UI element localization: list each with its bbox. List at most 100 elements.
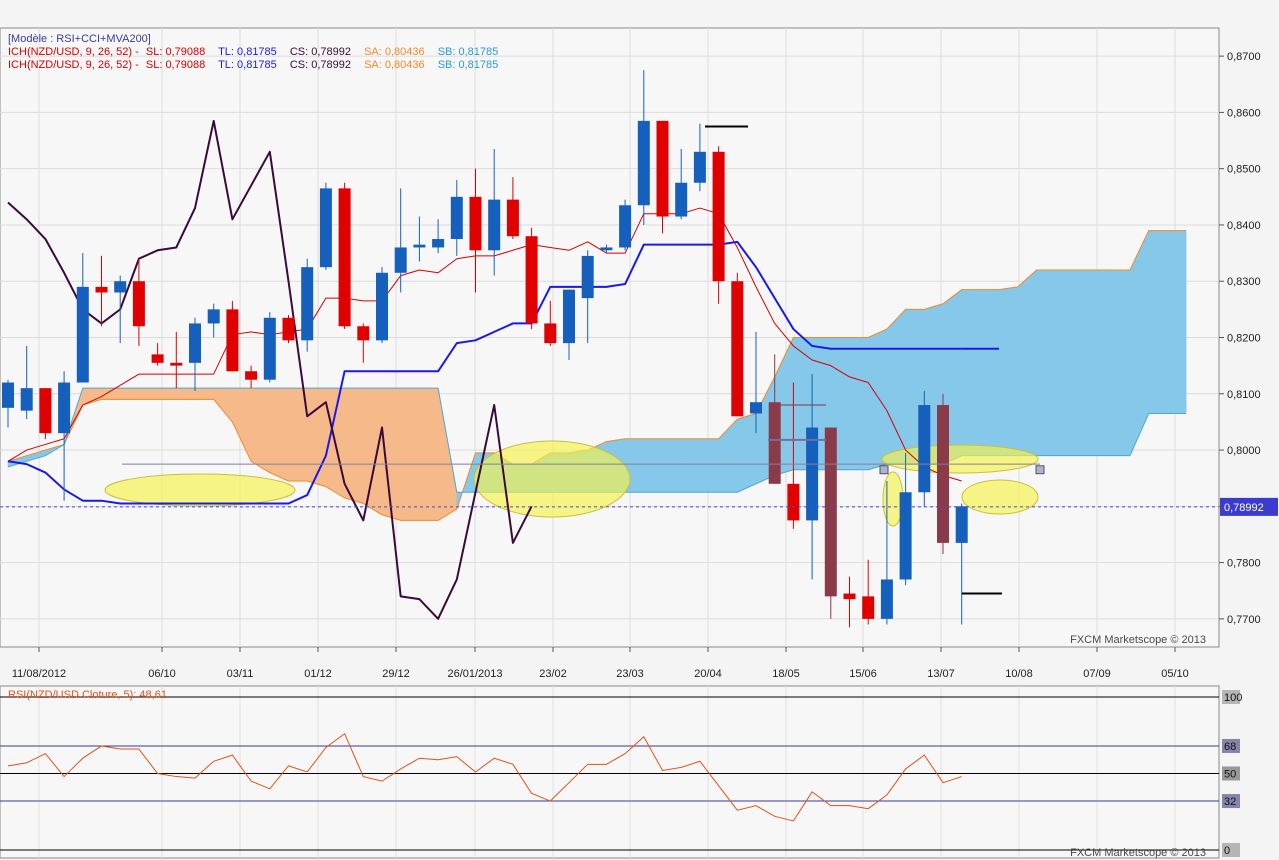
annotations <box>0 125 1219 595</box>
rsi-level-box <box>1222 843 1240 857</box>
candle-body <box>263 317 276 380</box>
watermark-rsi: FXCM Marketscope © 2013 <box>1070 847 1206 859</box>
candle-body <box>58 382 71 434</box>
candle-body <box>301 267 314 341</box>
cloud-segment <box>736 413 757 493</box>
cloud-segment <box>306 387 327 488</box>
rsi-levels <box>0 696 1219 851</box>
candle-body <box>600 247 613 251</box>
time-tick-label: 01/12 <box>304 668 332 680</box>
candle-body <box>207 309 220 324</box>
price-tick-label: 0,8000 <box>1227 445 1261 457</box>
candle-body <box>394 247 407 273</box>
cloud-segment <box>680 438 701 493</box>
time-tick-label: 15/06 <box>849 668 877 680</box>
price-tick-label: 0,8200 <box>1227 333 1261 345</box>
candle-body <box>581 255 594 299</box>
tenkan-line <box>7 207 962 482</box>
cloud-segment <box>643 438 663 493</box>
cloud-segment <box>157 387 177 400</box>
price-tick-label: 0,7700 <box>1227 614 1261 626</box>
time-tick-label: 06/10 <box>148 668 176 680</box>
cloud-segment <box>1036 269 1056 456</box>
cloud-segment <box>849 337 869 471</box>
candle-body <box>432 239 445 248</box>
time-tick-label: 23/02 <box>539 668 567 680</box>
candle-body <box>114 281 127 293</box>
rsi-axis: 100 68 50 32 0 <box>1222 690 1242 857</box>
cloud-segment <box>1092 269 1112 456</box>
ich-legend-1-tl: TL: 0,81785 <box>218 46 277 58</box>
ichimoku-cloud <box>7 230 1187 521</box>
candle-body <box>245 371 258 380</box>
candle-body <box>376 272 388 341</box>
candle-body <box>132 281 145 327</box>
rsi-line <box>7 732 962 822</box>
cloud-segment <box>269 387 289 482</box>
candle-body <box>488 199 501 251</box>
drawing-handle[interactable] <box>1035 465 1045 475</box>
candle-body <box>357 326 370 341</box>
ich-legend-1-prefix: ICH(NZD/USD, 9, 26, 52) - <box>8 46 139 58</box>
time-tick-label: 23/03 <box>616 668 644 680</box>
price-tick-label: 0,8100 <box>1227 389 1261 401</box>
rsi-pane: 100 68 50 32 0 RSI(NZD/USD.Cloture, 5): 48,6… <box>0 685 1242 859</box>
rsi-line-layer <box>7 732 962 822</box>
cloud-segment <box>961 289 981 456</box>
candle-body <box>843 593 856 600</box>
candle-body <box>506 199 519 237</box>
ich-legend-2-cs: CS: 0,78992 <box>290 59 351 71</box>
candle-body <box>619 205 632 248</box>
candle-body <box>544 323 557 344</box>
candle-body <box>151 354 164 363</box>
rsi-tick-label: 50 <box>1224 769 1236 781</box>
cloud-segment <box>138 387 158 400</box>
price-tick-label: 0,8400 <box>1227 220 1261 232</box>
highlight-ellipse-2 <box>473 440 631 518</box>
cloud-segment <box>699 438 719 493</box>
cloud-segment <box>362 387 383 516</box>
rsi-level-box <box>1222 690 1240 704</box>
candle-body <box>918 405 931 493</box>
watermark-price: FXCM Marketscope © 2013 <box>1070 634 1206 646</box>
rsi-level-box <box>1222 738 1240 753</box>
candle-body <box>675 182 688 217</box>
ich-legend-1-sl: SL: 0,79088 <box>146 46 205 58</box>
ich-legend-2-sl: SL: 0,79088 <box>146 59 205 71</box>
candle-body <box>787 483 800 521</box>
candle-body <box>39 388 52 434</box>
time-tick-label: 03/11 <box>227 668 254 680</box>
candle-body <box>750 402 762 414</box>
candle-body <box>2 382 14 408</box>
candle-body <box>189 323 201 363</box>
cloud-segment <box>1054 269 1075 456</box>
cloud-segment <box>998 286 1019 456</box>
rsi-tick-label: 68 <box>1224 741 1236 753</box>
cloud-segment <box>250 387 271 474</box>
last-price-badge <box>1220 497 1278 516</box>
candle-body <box>95 286 108 293</box>
cloud-segment <box>1148 230 1168 414</box>
drawing-handle[interactable] <box>879 465 889 475</box>
candle-body <box>693 151 706 183</box>
model-label: [Modèle : RSI+CCI+MVA200] <box>8 33 151 45</box>
candle-body <box>637 120 650 206</box>
candle-body <box>656 120 669 217</box>
price-tick-label: 0,8500 <box>1227 164 1261 176</box>
cloud-segment <box>419 387 439 521</box>
time-tick-label: 13/07 <box>927 668 955 680</box>
cloud-segment <box>886 308 906 465</box>
ich-legend-2-prefix: ICH(NZD/USD, 9, 26, 52) - <box>8 59 139 71</box>
time-tick-label: 10/08 <box>1005 668 1033 680</box>
candle-body <box>731 281 744 417</box>
rsi-tick-label: 100 <box>1224 692 1242 704</box>
rsi-level-box <box>1222 766 1240 781</box>
ich-legend-1: ICH(NZD/USD, 9, 26, 52) - SL: 0,79088 TL… <box>8 46 498 58</box>
time-tick-label: 11/08/2012 <box>12 668 66 680</box>
ich-legend-2-sa: SA: 0,80436 <box>364 59 425 71</box>
candle-body <box>525 236 538 324</box>
ich-legend-1-cs: CS: 0,78992 <box>290 46 351 58</box>
kijun-line <box>7 240 962 505</box>
ich-legend-2: ICH(NZD/USD, 9, 26, 52) - SL: 0,79088 TL… <box>8 59 498 71</box>
rsi-title: RSI(NZD/USD.Cloture, 5): 48,61 <box>8 689 167 701</box>
